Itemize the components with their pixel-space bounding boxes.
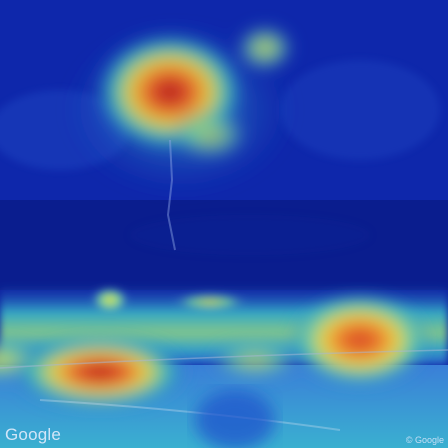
google-logo-watermark: Google	[5, 425, 62, 444]
tree-trunk	[166, 139, 176, 251]
road-hotspots	[0, 294, 430, 410]
tree-hotspot	[65, 24, 295, 195]
road-edge-line	[0, 349, 448, 369]
copyright-label: © Google	[405, 435, 444, 445]
